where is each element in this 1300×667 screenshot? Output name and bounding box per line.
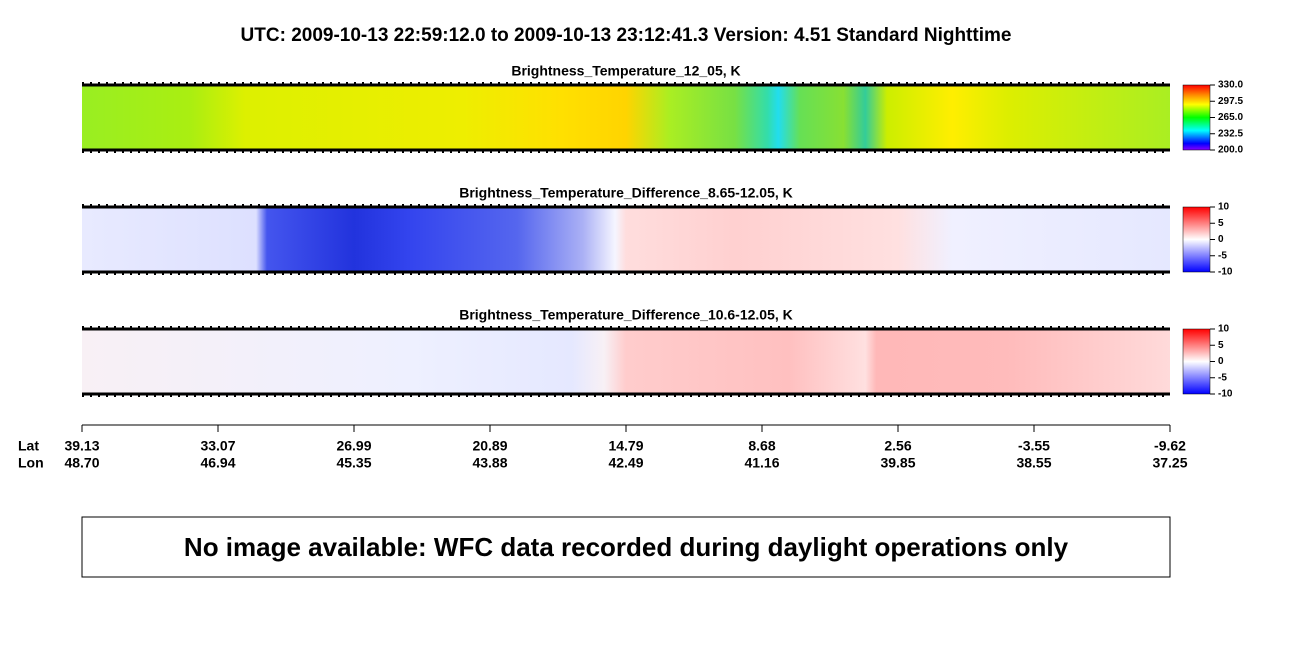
colorbar [1182,84,1211,151]
panel-title: Brightness_Temperature_Difference_8.65-1… [459,185,793,201]
panel-title: Brightness_Temperature_12_05, K [511,63,740,79]
lon-label: 37.25 [1152,455,1187,471]
colorbar-label: 0 [1218,356,1224,367]
lon-label: 48.70 [64,455,99,471]
title: UTC: 2009-10-13 22:59:12.0 to 2009-10-13… [241,25,1012,46]
lat-label: 8.68 [748,438,775,454]
colorbar-label: -10 [1218,389,1233,400]
colorbar-label: -5 [1218,250,1227,261]
colorbar-label: 200.0 [1218,145,1243,156]
lat-label: 14.79 [608,438,643,454]
colorbar-label: 232.5 [1218,128,1243,139]
lon-label: 42.49 [608,455,643,471]
colorbar-label: 265.0 [1218,112,1243,123]
lat-label: -9.62 [1154,438,1186,454]
colorbar-label: 5 [1218,218,1224,229]
row-label: Lat [18,438,39,454]
colorbar-label: 5 [1218,340,1224,351]
message: No image available: WFC data recorded du… [184,532,1069,562]
heatmap-image [82,329,1170,394]
colorbar-label: 10 [1218,202,1230,213]
heatmap-image [82,207,1170,272]
row-label: Lon [18,455,44,471]
lat-label: 2.56 [884,438,911,454]
lon-label: 46.94 [200,455,235,471]
colorbar-label: 297.5 [1218,96,1243,107]
lat-label: -3.55 [1018,438,1050,454]
colorbar-label: 0 [1218,234,1224,245]
colorbar [1182,328,1211,395]
lon-label: 39.85 [880,455,915,471]
colorbar-label: 10 [1218,324,1230,335]
lon-label: 45.35 [336,455,371,471]
panel-title: Brightness_Temperature_Difference_10.6-1… [459,307,793,323]
lat-label: 26.99 [336,438,371,454]
colorbar-label: -5 [1218,372,1227,383]
lon-label: 43.88 [472,455,507,471]
colorbar-label: -10 [1218,267,1233,278]
lon-label: 38.55 [1016,455,1051,471]
lat-label: 20.89 [472,438,507,454]
lat-label: 39.13 [64,438,99,454]
lat-label: 33.07 [200,438,235,454]
heatmap-image [82,85,1170,150]
colorbar-label: 330.0 [1218,80,1243,91]
colorbar [1182,206,1211,273]
lon-label: 41.16 [744,455,779,471]
message-box [81,516,1171,578]
